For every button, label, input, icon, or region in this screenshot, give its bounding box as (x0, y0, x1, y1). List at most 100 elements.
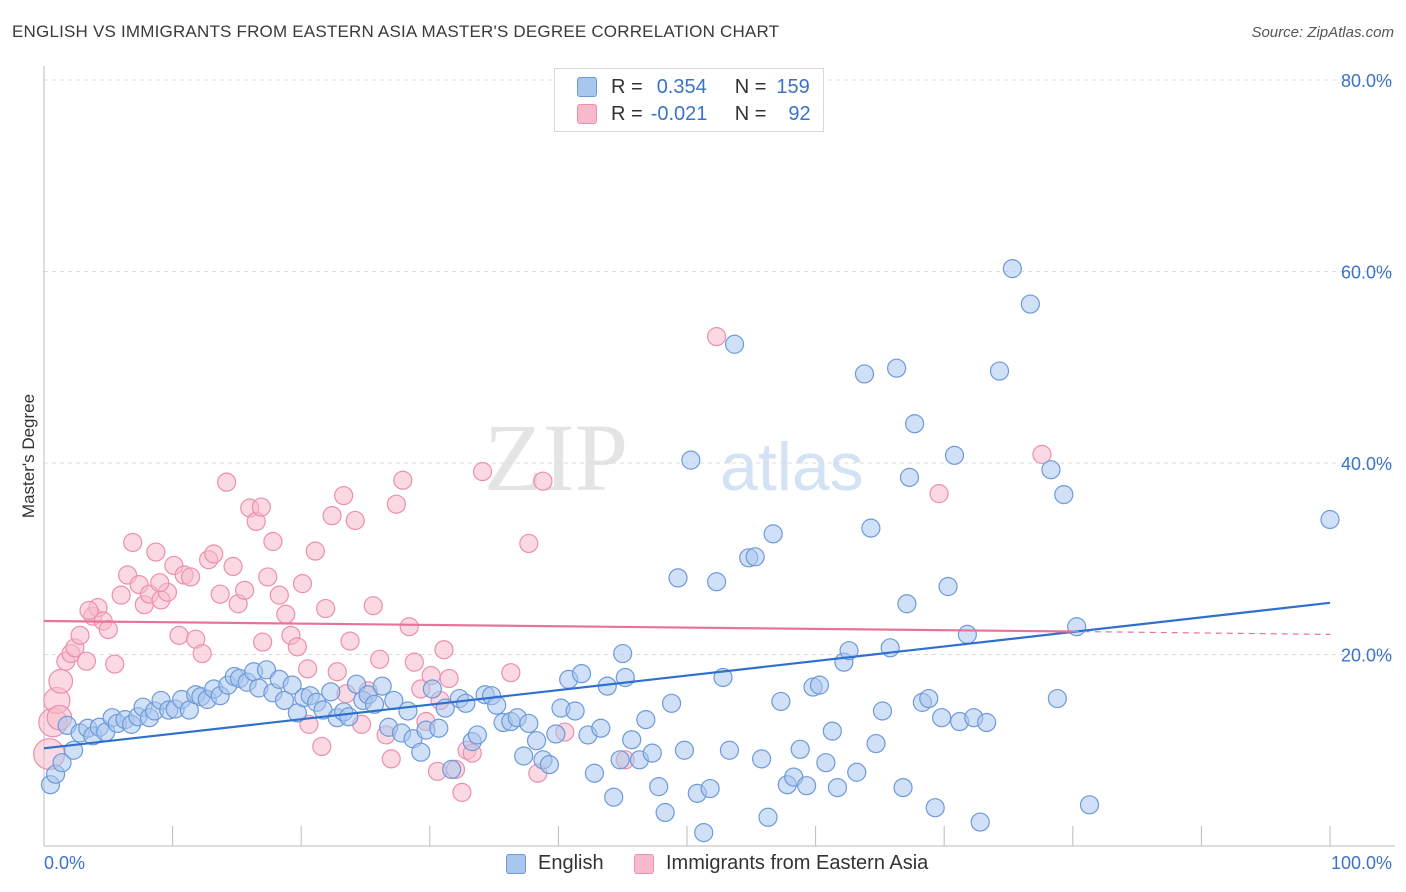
english-point (938, 576, 958, 597)
english-point (745, 547, 765, 567)
english-point (429, 718, 449, 738)
r-label: R = (611, 102, 643, 125)
n-label: N = (734, 75, 767, 98)
immigrants-point (327, 662, 347, 682)
immigrants-point (434, 640, 454, 660)
r-value: -0.021 (650, 102, 708, 125)
english-point (724, 334, 745, 354)
immigrants-point (363, 596, 383, 616)
english-point (932, 708, 952, 728)
english-point (487, 695, 507, 715)
immigrants-point (204, 544, 224, 564)
immigrants-points (33, 327, 1052, 802)
english-point (899, 467, 920, 487)
english-trend-line (43, 601, 1331, 750)
immigrants-point (316, 598, 336, 619)
immigrants-point (404, 652, 424, 672)
legend-item-immigrants: Immigrants from Eastern Asia (634, 852, 928, 875)
english-point (944, 445, 965, 465)
immigrants-point (386, 494, 406, 514)
english-point (467, 725, 487, 745)
english-point (771, 691, 791, 712)
english-point (681, 450, 701, 470)
immigrants-swatch (634, 853, 654, 874)
series-legend: English Immigrants from Eastern Asia (0, 852, 1406, 878)
english-point (694, 822, 714, 843)
trend-lines (43, 601, 1331, 750)
immigrants-point (1032, 444, 1052, 464)
english-point (1054, 484, 1074, 505)
english-point (1041, 460, 1061, 480)
immigrants-point (111, 585, 131, 605)
english-point (758, 807, 778, 827)
english-point (526, 731, 547, 751)
immigrants-point (98, 620, 118, 640)
english-point (661, 693, 682, 713)
immigrants-point (48, 668, 74, 694)
english-point (256, 660, 277, 680)
english-point (905, 414, 925, 434)
english-point (539, 755, 559, 775)
english-point (925, 798, 945, 818)
english-point (610, 750, 630, 770)
immigrants-point (217, 472, 237, 492)
x-tick-label: 0.0% (44, 853, 85, 873)
immigrants-point (381, 749, 401, 769)
english-point (919, 688, 939, 709)
english-point (1047, 688, 1067, 709)
english-point (970, 812, 990, 832)
chart-title: ENGLISH VS IMMIGRANTS FROM EASTERN ASIA … (12, 22, 780, 41)
n-value: 92 (788, 102, 811, 125)
r-value: 0.354 (656, 75, 707, 98)
english-point (700, 778, 720, 799)
y-tick-label: 80.0% (1341, 71, 1392, 91)
watermark: ZIP atlas (484, 404, 864, 511)
english-point (565, 701, 585, 721)
immigrants-point (345, 510, 365, 531)
english-point (321, 682, 341, 702)
english-point (706, 572, 727, 592)
immigrants-trend-line (43, 619, 1073, 633)
immigrants-point (399, 617, 419, 637)
r-label: R = (611, 75, 643, 98)
immigrants-point (150, 573, 170, 593)
english-point (282, 675, 302, 695)
source-label: Source: ZipAtlas.com (1251, 24, 1394, 41)
english-point (655, 802, 675, 823)
immigrants-point (105, 654, 125, 674)
english-point (1002, 259, 1022, 279)
english-point (514, 746, 534, 766)
immigrants-point (253, 632, 273, 652)
english-point (989, 361, 1010, 381)
immigrants-point (929, 484, 949, 504)
stats-row-english: R = 0.354 N = 159 (577, 75, 810, 99)
english-point (816, 753, 836, 773)
immigrants-point (169, 625, 189, 645)
stats-legend: R = 0.354 N = 159 R = -0.021 N = 92 (554, 68, 824, 132)
immigrants-point (192, 643, 212, 664)
immigrants-point (393, 470, 413, 490)
english-point (957, 624, 977, 644)
english-point (1320, 509, 1340, 530)
english-point (790, 739, 810, 759)
immigrants-point (452, 782, 472, 802)
english-point (861, 518, 881, 538)
english-point (364, 694, 385, 714)
immigrants-point (472, 462, 493, 482)
immigrants-point (263, 531, 283, 552)
immigrants-point (322, 506, 342, 526)
english-point (422, 679, 442, 699)
watermark-zip: ZIP (484, 404, 628, 511)
y-tick-label: 20.0% (1341, 646, 1392, 666)
immigrants-point (287, 637, 307, 657)
legend-label-english: English (538, 852, 604, 874)
english-point (719, 740, 740, 760)
legend-item-english: English (506, 852, 604, 875)
english-point (847, 762, 867, 782)
immigrants-point (210, 584, 230, 604)
immigrants-point (181, 567, 201, 587)
english-point (887, 358, 907, 378)
english-point (604, 787, 624, 807)
immigrants-point (501, 663, 521, 683)
